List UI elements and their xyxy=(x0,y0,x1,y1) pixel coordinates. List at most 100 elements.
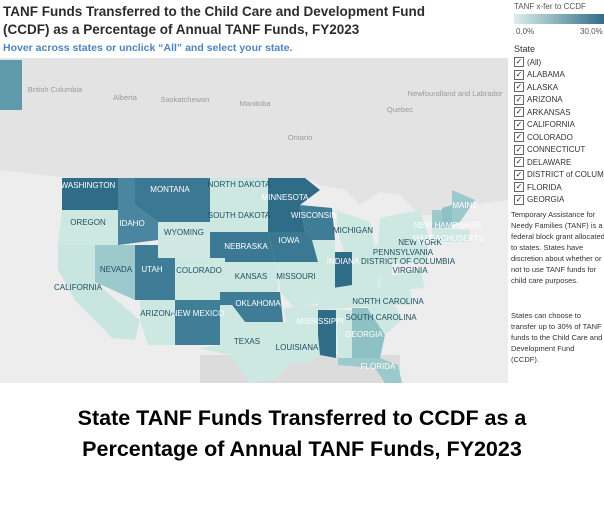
state-label: NEW MEXICO xyxy=(172,309,224,318)
checkbox-icon[interactable]: ✓ xyxy=(514,194,524,205)
filter-item-connecticut[interactable]: ✓ CONNECTICUT xyxy=(514,144,604,157)
filter-item-label: CONNECTICUT xyxy=(527,145,586,155)
state-south-dakota[interactable] xyxy=(210,205,268,232)
state-indiana[interactable] xyxy=(335,252,352,290)
state-missouri[interactable] xyxy=(278,262,332,308)
state-wyoming[interactable] xyxy=(158,222,210,258)
state-label: PENNSYLVANIA xyxy=(373,248,434,257)
state-minnesota[interactable] xyxy=(268,178,320,232)
filter-item-colorado[interactable]: ✓ COLORADO xyxy=(514,131,604,144)
state-iowa[interactable] xyxy=(268,232,318,262)
state-illinois[interactable] xyxy=(312,240,335,300)
filter-item-arizona[interactable]: ✓ ARIZONA xyxy=(514,94,604,107)
state-west-virginia[interactable] xyxy=(375,262,392,280)
filter-item-california[interactable]: ✓ CALIFORNIA xyxy=(514,119,604,132)
state-new-york[interactable] xyxy=(378,210,430,245)
state-montana[interactable] xyxy=(135,178,210,222)
state-label: DISTRICT OF COLUMBIA xyxy=(361,257,456,266)
state-texas[interactable] xyxy=(198,305,300,383)
state-california[interactable] xyxy=(58,245,140,340)
state-utah[interactable] xyxy=(135,245,175,300)
state-north-carolina[interactable] xyxy=(365,288,412,305)
state-maine[interactable] xyxy=(452,190,475,225)
state-louisiana[interactable] xyxy=(290,335,320,365)
state-label: WASHINGTON xyxy=(61,181,116,190)
checkbox-icon[interactable]: ✓ xyxy=(514,144,524,155)
state-oregon[interactable] xyxy=(58,210,118,245)
transfer-note: States can choose to transfer up to 30% … xyxy=(511,311,603,364)
tanf-description: Temporary Assistance for Needy Families … xyxy=(511,210,604,285)
state-colorado[interactable] xyxy=(175,258,225,300)
state-florida[interactable] xyxy=(338,358,402,383)
checkbox-icon[interactable]: ✓ xyxy=(514,182,524,193)
state-michigan[interactable] xyxy=(335,210,375,255)
checkbox-icon[interactable]: ✓ xyxy=(514,82,524,93)
state-new-jersey[interactable] xyxy=(420,245,428,262)
state-south-carolina[interactable] xyxy=(365,305,402,335)
geo-label: Ontario xyxy=(288,133,313,142)
checkbox-icon[interactable]: ✓ xyxy=(514,107,524,118)
filter-item-alaska[interactable]: ✓ ALASKA xyxy=(514,81,604,94)
us-state-map[interactable]: British Columbia Alberta Saskatchewan Ma… xyxy=(0,58,508,383)
filter-item-florida[interactable]: ✓ FLORIDA xyxy=(514,181,604,194)
state-filter-list: ✓ (All) ✓ ALABAMA ✓ ALASKA ✓ ARIZONA ✓ ARKANS… xyxy=(514,56,604,206)
state-label: IDAHO xyxy=(119,219,144,228)
side-panel: TANF x-fer to CCDF 0.0% 30.0% State ✓ (Al… xyxy=(508,0,604,383)
state-label: FLORIDA xyxy=(361,362,396,371)
state-ohio[interactable] xyxy=(352,250,378,285)
alaska-strip xyxy=(0,60,22,110)
state-idaho[interactable] xyxy=(118,178,158,245)
checkbox-icon[interactable]: ✓ xyxy=(514,157,524,168)
state-kansas[interactable] xyxy=(225,262,278,292)
geo-label: Saskatchewan xyxy=(161,95,210,104)
checkbox-icon[interactable]: ✓ xyxy=(514,132,524,143)
state-label: MAINE xyxy=(452,201,477,210)
state-north-dakota[interactable] xyxy=(210,178,268,205)
filter-item-all[interactable]: ✓ (All) xyxy=(514,56,604,69)
filter-item-label: DISTRICT of COLUM... xyxy=(527,170,604,180)
state-label: GEORGIA xyxy=(345,330,383,339)
legend-title: TANF x-fer to CCDF xyxy=(514,2,586,11)
filter-item-label: COLORADO xyxy=(527,132,573,142)
state-label: NORTH DAKOTA xyxy=(208,180,271,189)
state-label: SOUTH DAKOTA xyxy=(208,211,271,220)
checkbox-icon[interactable]: ✓ xyxy=(514,69,524,80)
state-oklahoma[interactable] xyxy=(220,292,283,322)
state-new-mexico[interactable] xyxy=(175,300,220,345)
state-massachusetts[interactable] xyxy=(432,228,470,242)
filter-item-delaware[interactable]: ✓ DELAWARE xyxy=(514,156,604,169)
state-label: CALIFORNIA xyxy=(54,283,103,292)
filter-item-arkansas[interactable]: ✓ ARKANSAS xyxy=(514,106,604,119)
filter-item-georgia[interactable]: ✓ GEORGIA xyxy=(514,194,604,207)
state-nevada[interactable] xyxy=(95,245,135,300)
checkbox-icon[interactable]: ✓ xyxy=(514,169,524,180)
state-mississippi[interactable] xyxy=(318,310,336,358)
filter-item-label: (All) xyxy=(527,57,542,67)
state-arizona[interactable] xyxy=(140,300,175,345)
filter-item-label: ARIZONA xyxy=(527,95,563,105)
state-label: KANSAS xyxy=(235,272,267,281)
checkbox-icon[interactable]: ✓ xyxy=(514,57,524,68)
state-label: NEW YORK xyxy=(398,238,442,247)
checkbox-icon[interactable]: ✓ xyxy=(514,94,524,105)
state-label: NEVADA xyxy=(100,265,133,274)
state-label: VIRGINIA xyxy=(392,266,428,275)
filter-item-label: GEORGIA xyxy=(527,195,565,205)
state-pennsylvania[interactable] xyxy=(375,242,422,265)
state-arkansas[interactable] xyxy=(283,305,318,338)
state-label: MISSOURI xyxy=(276,272,316,281)
state-washington[interactable] xyxy=(62,178,118,210)
filter-item-label: DELAWARE xyxy=(527,157,572,167)
state-alabama[interactable] xyxy=(336,310,352,358)
checkbox-icon[interactable]: ✓ xyxy=(514,119,524,130)
filter-item-district-of-columbia[interactable]: ✓ DISTRICT of COLUM... xyxy=(514,169,604,182)
state-virginia[interactable] xyxy=(380,270,425,292)
state-label: ARIZONA xyxy=(140,309,176,318)
filter-item-alabama[interactable]: ✓ ALABAMA xyxy=(514,69,604,82)
state-nebraska[interactable] xyxy=(210,232,275,262)
state-vermont[interactable] xyxy=(432,210,442,228)
state-wisconsin[interactable] xyxy=(300,205,335,240)
state-label: INDIANA xyxy=(327,257,360,266)
caption-line-2: Percentage of Annual TANF Funds, FY2023 xyxy=(82,437,522,461)
state-new-hampshire[interactable] xyxy=(442,205,452,228)
